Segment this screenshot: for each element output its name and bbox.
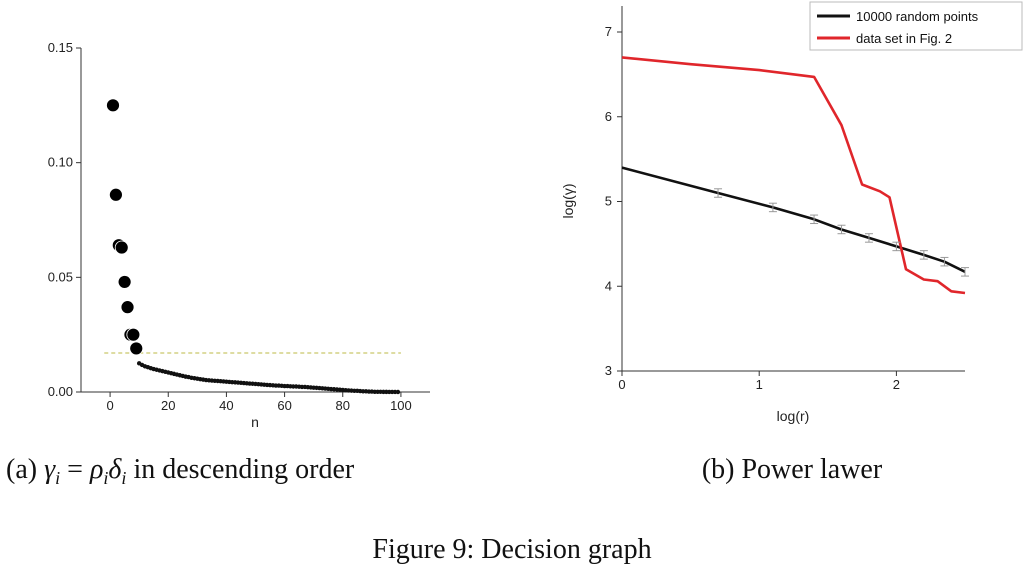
panel-a-x-tick-label: 60 — [277, 398, 291, 413]
legend-box — [809, 1, 1023, 51]
panel-b-x-tick-label: 2 — [893, 377, 900, 392]
panel-a-large-point — [106, 98, 120, 113]
panel-a-x-tick-label: 20 — [161, 398, 175, 413]
subcaption-b: (b) Power lawer — [702, 454, 883, 485]
panel-b-ticks: 0 1 2 3 4 5 6 7 — [605, 24, 900, 392]
panel-a-small-point — [395, 389, 401, 395]
panel-a-y-tick-label: 0.00 — [48, 384, 73, 399]
panel-b-y-tick-label: 6 — [605, 109, 612, 124]
panel-a-small-points — [136, 361, 401, 395]
panel-b-x-tick-label: 0 — [618, 377, 625, 392]
panel-a-x-tick-label: 0 — [106, 398, 113, 413]
figure-caption: Figure 9: Decision graph — [372, 534, 651, 565]
panel-a-large-point — [126, 327, 141, 342]
panel-b-x-tick-label: 1 — [756, 377, 763, 392]
panel-b-error-bars — [714, 188, 969, 277]
panel-a-large-point — [129, 341, 144, 356]
panel-a-large-points — [106, 98, 144, 356]
panel-b-y-tick-label: 4 — [605, 278, 612, 293]
panel-b-y-tick-label: 5 — [605, 194, 612, 209]
panel-b-series — [621, 56, 966, 295]
legend-label-random: 10000 random points — [856, 9, 979, 24]
panel-a-x-axis-label: n — [251, 414, 259, 430]
panel-b-legend: 10000 random points data set in Fig. 2 — [809, 1, 1023, 51]
panel-a-x-tick-label: 40 — [219, 398, 233, 413]
panel-a-x-tick-label: 100 — [390, 398, 412, 413]
panel-b-x-axis-label: log(r) — [777, 408, 810, 424]
panel-a-y-tick-label: 0.10 — [48, 155, 73, 170]
panel-a-large-point — [114, 240, 129, 255]
panel-b-series-line-0 — [621, 166, 966, 273]
panel-a-large-point — [109, 187, 123, 202]
panel-b-y-tick-label: 7 — [605, 24, 612, 39]
subcaption-a: (a) γi = ρiδi in descending order — [6, 454, 355, 488]
panel-b-axes — [621, 6, 965, 372]
legend-label-dataset: data set in Fig. 2 — [856, 31, 952, 46]
panel-b-series-line-1 — [621, 56, 966, 295]
panel-a-large-point — [117, 275, 132, 289]
panel-a-chart: 0 20 40 60 80 100 0.00 0.05 0.10 0.15 n — [48, 40, 430, 430]
panel-b-y-tick-label: 3 — [605, 363, 612, 378]
panel-a-y-tick-label: 0.15 — [48, 40, 73, 55]
panel-a-large-point — [120, 300, 135, 315]
panel-a-x-tick-label: 80 — [336, 398, 350, 413]
panel-b-chart: 0 1 2 3 4 5 6 7 log(r) log(γ) 10000 random poin… — [560, 1, 1023, 424]
panel-a-ticks: 0 20 40 60 80 100 0.00 0.05 0.10 0.15 — [48, 40, 412, 413]
panel-a-y-tick-label: 0.05 — [48, 269, 73, 284]
panel-b-y-axis-label: log(γ) — [560, 183, 576, 218]
